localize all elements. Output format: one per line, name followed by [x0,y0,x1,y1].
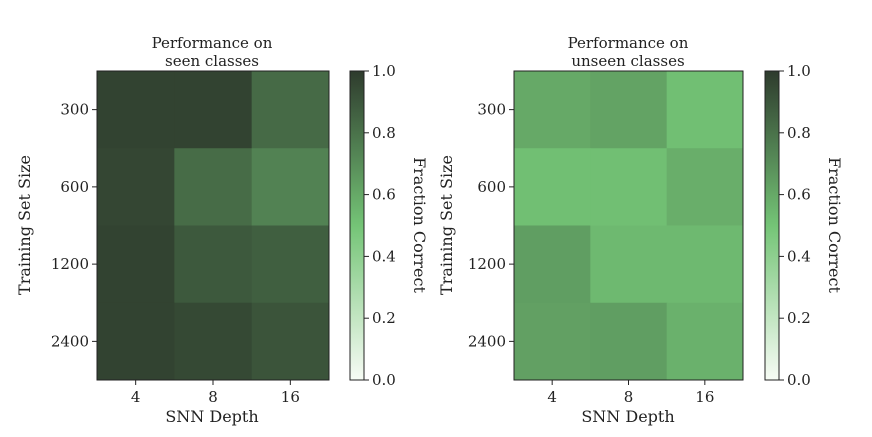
colorbar-label: Fraction Correct [410,157,429,293]
y-tick-label: 600 [60,178,89,196]
x-axis-label: SNN Depth [581,407,674,426]
chart-title: seen classes [165,52,259,70]
y-tick-label: 1200 [51,255,89,273]
y-tick-label: 2400 [51,332,89,350]
heatmap-cell [251,302,330,381]
heatmap-cell [97,148,175,226]
heatmap-cell [174,225,253,304]
colorbar-tick-label: 0.2 [372,309,396,327]
y-tick-label: 300 [60,101,89,119]
heatmap-cell [590,225,668,304]
colorbar [764,70,780,381]
heatmap-cell [97,225,175,304]
y-tick-label: 600 [477,178,506,196]
colorbar-tick-label: 0.8 [787,124,811,142]
y-axis-label: Training Set Size [437,155,456,295]
colorbar-tick-label: 0.6 [787,186,811,204]
heatmap-cell [666,302,744,381]
heatmap-cell [666,148,744,226]
colorbar-tick-label: 0.6 [372,186,396,204]
heatmap-cell [514,225,591,304]
heatmap-cell [174,71,253,149]
colorbar-tick-label: 0.4 [372,247,396,265]
chart-title: unseen classes [571,52,684,70]
heatmap-cell [97,302,175,381]
y-axis-label: Training Set Size [15,155,34,295]
heatmap-cell [590,71,668,149]
heatmap-cell [97,71,175,149]
heatmap-cell [514,302,591,381]
heatmap-cell [590,302,668,381]
y-tick-label: 1200 [468,255,506,273]
x-tick-label: 8 [208,388,218,406]
heatmap-cell [174,148,253,226]
heatmap-cell [251,225,330,304]
chart-title: Performance on [152,34,273,52]
heatmap-cell [514,71,591,149]
colorbar-tick-label: 0.0 [787,371,811,389]
colorbar [349,70,365,381]
x-tick-label: 4 [131,388,141,406]
y-tick-label: 2400 [468,332,506,350]
x-tick-label: 16 [695,388,714,406]
x-tick-label: 8 [624,388,634,406]
x-axis-label: SNN Depth [165,407,258,426]
heatmap-cell [514,148,591,226]
colorbar-label: Fraction Correct [825,157,844,293]
heatmap-cell [251,71,330,149]
chart-title: Performance on [568,34,689,52]
colorbar-tick-label: 1.0 [372,62,396,80]
colorbar-tick-label: 0.4 [787,247,811,265]
colorbar-tick-label: 1.0 [787,62,811,80]
x-tick-label: 4 [547,388,557,406]
heatmap-cell [590,148,668,226]
heatmap-cell [251,148,330,226]
colorbar-tick-label: 0.2 [787,309,811,327]
colorbar-tick-label: 0.8 [372,124,396,142]
heatmap-cell [666,225,744,304]
y-tick-label: 300 [477,101,506,119]
colorbar-tick-label: 0.0 [372,371,396,389]
heatmap-cell [666,71,744,149]
x-tick-label: 16 [281,388,300,406]
heatmap-cell [174,302,253,381]
